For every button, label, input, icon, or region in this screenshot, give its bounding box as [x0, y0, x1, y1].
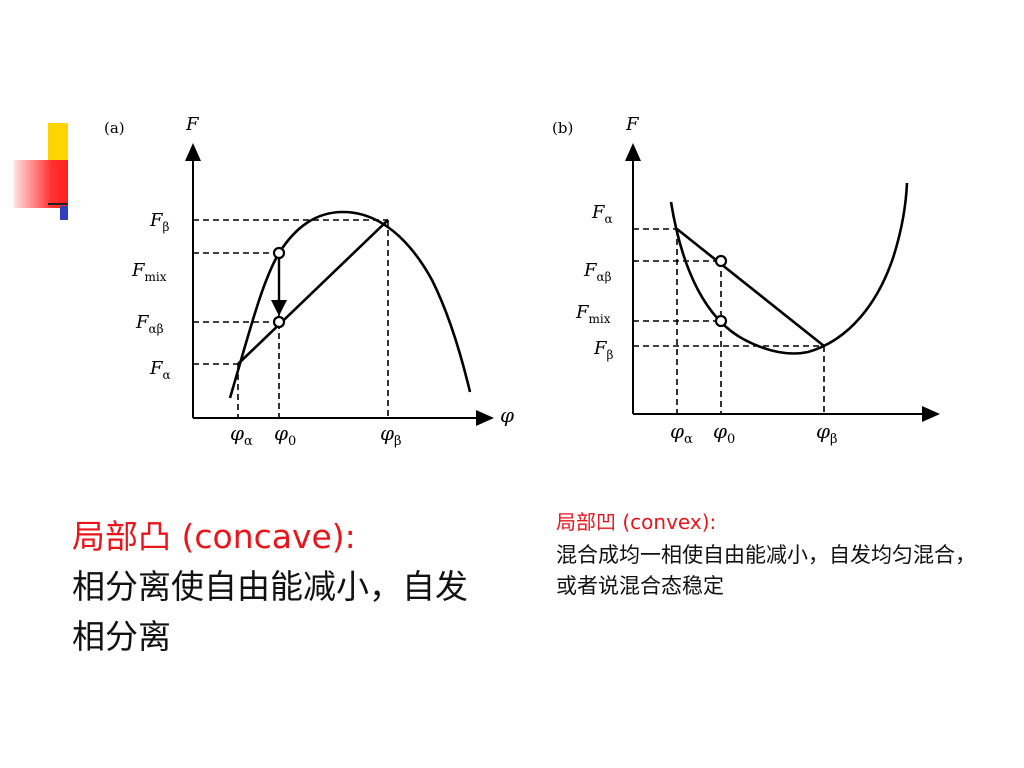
guides-a	[193, 219, 389, 418]
ytick-a-f-mix: Fmix	[131, 260, 167, 284]
free-energy-curve-a	[228, 210, 472, 399]
ytick-b-f-beta: Fβ	[593, 338, 614, 362]
axis-b-y-label: F	[625, 114, 640, 135]
drop-arrow-head	[271, 300, 287, 316]
graph-b: (b) F Fα Fαβ Fmix Fβ φα φ0 φβ	[552, 114, 940, 447]
decor-yellow-block	[48, 123, 68, 163]
ytick-b-f-mix: Fmix	[575, 302, 611, 326]
point-f-mix-b	[714, 314, 728, 328]
ytick-b-f-alpha: Fα	[591, 202, 613, 226]
caption-a-body: 相分离使自由能减小，自发相分离	[72, 567, 468, 656]
decor-red-block	[14, 160, 68, 208]
axis-a-y-label: F	[185, 114, 200, 135]
decor-line	[48, 203, 68, 205]
xtick-a-phi-0: φ0	[274, 421, 296, 449]
panel-b-label: (b)	[552, 119, 573, 137]
panel-a-label: (a)	[104, 119, 125, 137]
xtick-b-phi-beta: φβ	[816, 419, 838, 447]
point-f-ab-b	[714, 254, 728, 268]
free-energy-curve-b	[669, 182, 909, 355]
ytick-a-f-alpha-beta: Fαβ	[135, 312, 164, 336]
xtick-a-phi-alpha: φα	[230, 421, 253, 449]
caption-b-body: 混合成均一相使自由能减小，自发均匀混合，或者说混合态稳定	[556, 543, 976, 598]
ytick-a-f-beta: Fβ	[149, 210, 170, 234]
xtick-a-phi-beta: φβ	[380, 421, 402, 449]
caption-b-title: 局部凹 (convex):	[556, 510, 717, 534]
xtick-b-phi-0: φ0	[713, 419, 735, 447]
ytick-b-f-alpha-beta: Fαβ	[583, 260, 612, 284]
graph-a: (a) F φ Fβ Fmix Fαβ Fα φα φ0 φβ	[104, 114, 514, 449]
tangent-line-a	[237, 219, 389, 365]
caption-a-title: 局部凸 (concave):	[72, 517, 356, 556]
decor-blue-block	[60, 206, 68, 220]
ytick-a-f-alpha: Fα	[149, 358, 171, 382]
chord-line-b	[676, 227, 825, 348]
point-f-ab-a	[272, 315, 286, 329]
xtick-b-phi-alpha: φα	[670, 419, 693, 447]
axis-a-x-label: φ	[500, 403, 514, 427]
point-f-mix-a	[272, 246, 286, 260]
guides-b	[633, 228, 825, 414]
